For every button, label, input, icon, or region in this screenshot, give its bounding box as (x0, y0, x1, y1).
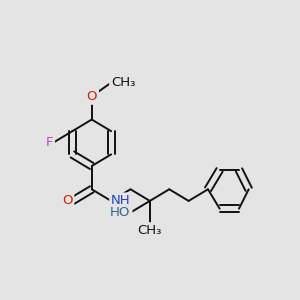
Text: NH: NH (111, 194, 131, 207)
Text: O: O (86, 90, 97, 103)
Text: CH₃: CH₃ (138, 224, 162, 237)
Text: HO: HO (110, 206, 130, 219)
Text: O: O (62, 194, 72, 207)
Text: CH₃: CH₃ (111, 76, 136, 89)
Text: F: F (46, 136, 53, 149)
